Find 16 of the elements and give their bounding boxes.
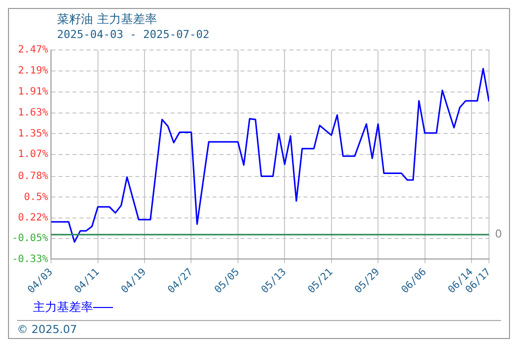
y-tick-label: 1.63% <box>18 107 48 118</box>
y-tick-label: 2.47% <box>18 44 48 56</box>
y-tick-label: 0.78% <box>18 170 48 182</box>
y-tick-label: 1.35% <box>18 128 48 140</box>
y-tick-label: 0.5% <box>24 192 48 203</box>
y-tick-label: -0.05% <box>12 232 48 244</box>
y-tick-label: 2.19% <box>18 66 48 77</box>
y-tick-label: 0.22% <box>18 212 48 224</box>
text: © 2025.07 <box>17 323 77 336</box>
y-tick-label: 1.91% <box>18 86 48 98</box>
y-tick-label: -0.33% <box>12 254 48 265</box>
chart-title: 菜籽油 主力基差率 <box>56 11 158 28</box>
chart-subtitle: 2025-04-03 - 2025-07-02 <box>56 28 210 41</box>
y-tick-label: 1.07% <box>18 149 48 160</box>
ref-line-label: 0 <box>495 227 502 240</box>
legend-label: 主力基差率 <box>33 299 93 316</box>
